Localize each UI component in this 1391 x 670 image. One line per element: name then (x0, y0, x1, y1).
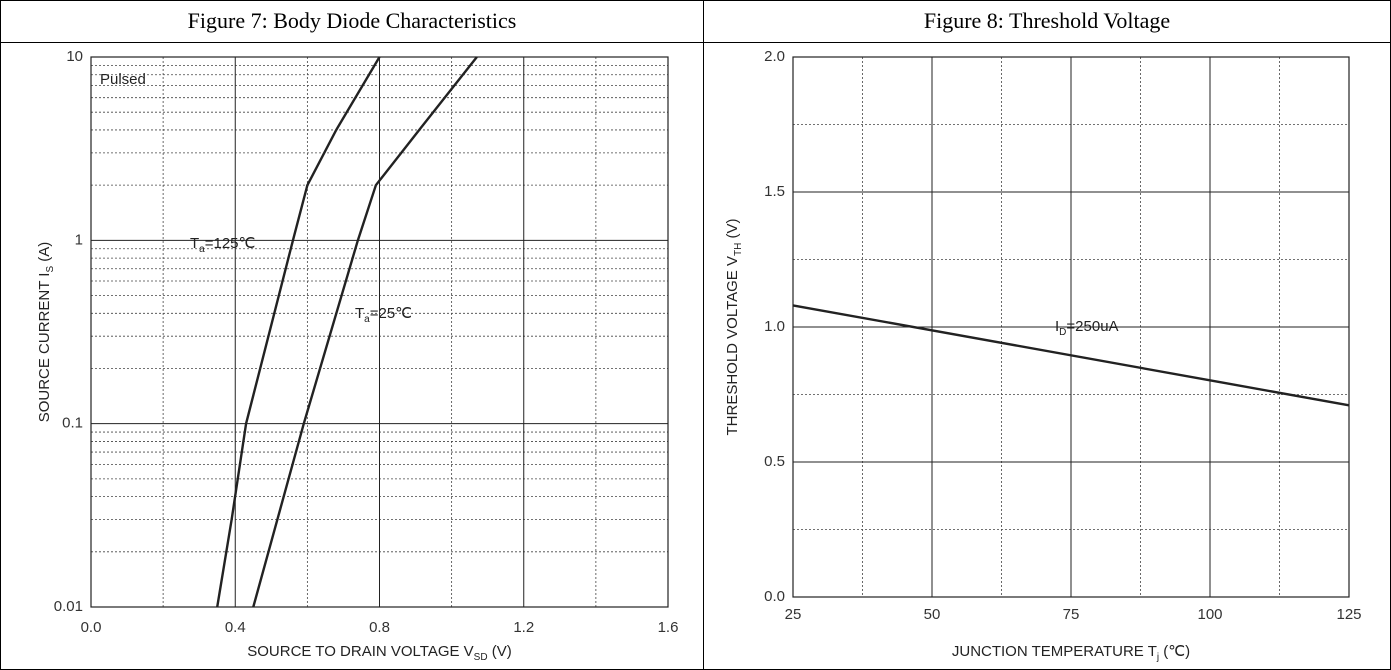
annotation-sub: a (199, 244, 205, 255)
x-tick-label: 125 (1336, 606, 1361, 623)
annotation-sub: a (364, 314, 370, 325)
annotation-base: T (190, 235, 199, 252)
annotation-base: T (355, 305, 364, 322)
x-axis-label-base: SOURCE TO DRAIN VOLTAGE V (247, 643, 473, 660)
annotation: Ta=125℃ (190, 235, 255, 255)
y-tick-label: 0.0 (764, 588, 785, 605)
annotation: Ta=25℃ (355, 305, 412, 325)
x-tick-label: 1.2 (513, 619, 534, 636)
x-tick-label: 1.6 (658, 619, 679, 636)
x-axis-label-tail: (℃) (1159, 643, 1190, 660)
x-axis-label-sub: SD (474, 652, 488, 663)
x-axis-label-base: JUNCTION TEMPERATURE T (952, 643, 1157, 660)
chart-title: Figure 8: Threshold Voltage (924, 8, 1170, 33)
x-tick-label: 0.4 (225, 619, 246, 636)
data-line (216, 56, 381, 608)
data-line (252, 56, 478, 608)
y-tick-label: 0.01 (54, 598, 83, 615)
x-axis-label-sub: j (1156, 652, 1159, 663)
annotation: ID=250uA (1055, 318, 1119, 338)
annotation-tail: =25℃ (370, 305, 412, 322)
chart-title: Figure 7: Body Diode Characteristics (188, 8, 517, 33)
y-tick-label: 1.0 (764, 318, 785, 335)
y-tick-label: 2.0 (764, 48, 785, 65)
y-axis-label: SOURCE CURRENT IS (A) (36, 242, 56, 423)
x-tick-label: 50 (924, 606, 941, 623)
y-axis-label-base: THRESHOLD VOLTAGE V (724, 256, 741, 435)
y-tick-label: 10 (66, 48, 83, 65)
y-axis-label-sub: S (45, 266, 56, 273)
y-tick-label: 1 (75, 231, 83, 248)
x-tick-label: 0.8 (369, 619, 390, 636)
annotation-tail: =250uA (1066, 318, 1118, 335)
x-tick-label: 25 (785, 606, 802, 623)
y-axis-label-tail: (V) (724, 219, 741, 243)
x-tick-label: 0.0 (81, 619, 102, 636)
annotation-tail: =125℃ (205, 235, 256, 252)
y-tick-label: 0.5 (764, 453, 785, 470)
x-tick-label: 75 (1063, 606, 1080, 623)
data-line (792, 304, 1350, 407)
y-axis-label: THRESHOLD VOLTAGE VTH (V) (724, 219, 744, 436)
annotation-base: I (1055, 318, 1059, 335)
y-tick-label: 0.1 (62, 415, 83, 432)
x-axis-label-tail: (V) (488, 643, 512, 660)
annotation: Pulsed (100, 71, 146, 88)
annotation-sub: D (1059, 327, 1066, 338)
y-axis-label-tail: (A) (36, 242, 53, 266)
x-tick-label: 100 (1197, 606, 1222, 623)
y-tick-label: 1.5 (764, 183, 785, 200)
x-axis-label: SOURCE TO DRAIN VOLTAGE VSD (V) (247, 643, 512, 663)
y-axis-label-sub: TH (733, 243, 744, 256)
x-axis-label: JUNCTION TEMPERATURE Tj (℃) (952, 643, 1190, 663)
plot-frame (792, 56, 1350, 598)
y-axis-label-base: SOURCE CURRENT I (36, 273, 53, 423)
